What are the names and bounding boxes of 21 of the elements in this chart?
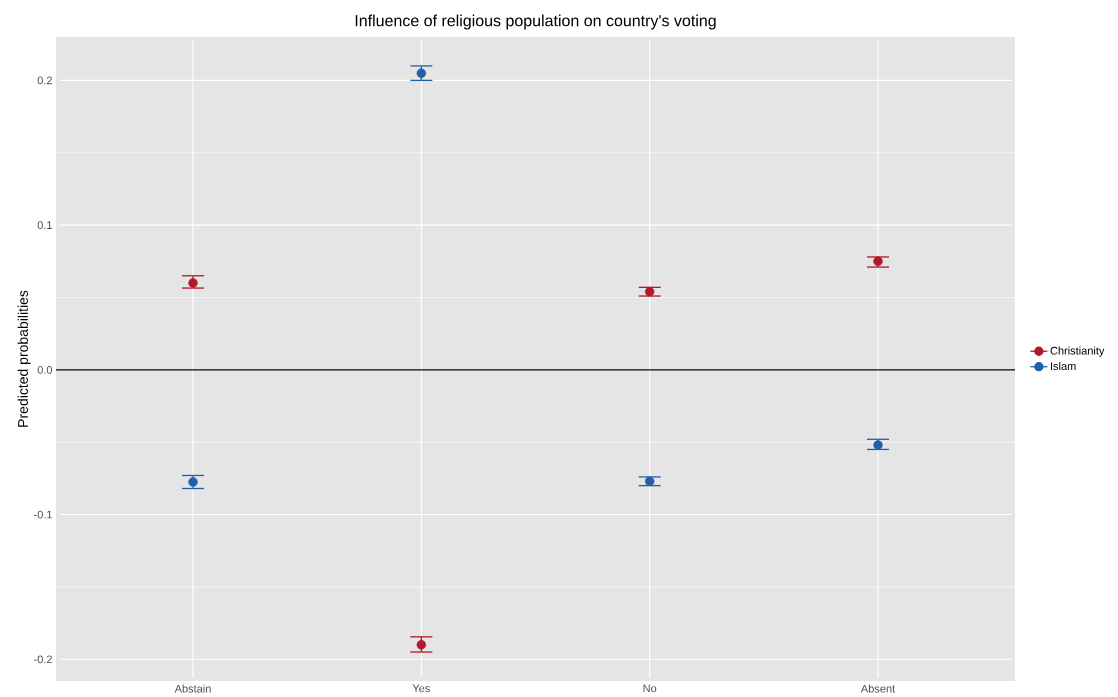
y-axis-title: Predicted probabilities: [17, 290, 31, 427]
point: [188, 477, 198, 487]
point: [873, 440, 883, 450]
point: [644, 286, 655, 297]
x-tick-label: No: [643, 684, 657, 693]
point: [644, 476, 655, 486]
y-tick-label: 0.1: [37, 221, 52, 230]
y-tick-label: 0.2: [37, 76, 52, 85]
y-tick-label: -0.1: [34, 510, 52, 519]
point: [416, 640, 427, 650]
point: [416, 68, 427, 78]
legend-label: Christianity: [1050, 346, 1105, 357]
legend-label: Islam: [1051, 361, 1076, 371]
point: [188, 278, 198, 288]
y-tick-label: -0.2: [34, 655, 52, 664]
chart-title: Influence of religious population on country's voting: [355, 14, 716, 30]
x-tick-label: Yes: [412, 684, 430, 693]
x-tick-label: Absent: [860, 684, 896, 693]
x-tick-label: Abstain: [174, 684, 211, 693]
point: [873, 256, 883, 266]
y-tick-label: 0.0: [37, 365, 53, 374]
